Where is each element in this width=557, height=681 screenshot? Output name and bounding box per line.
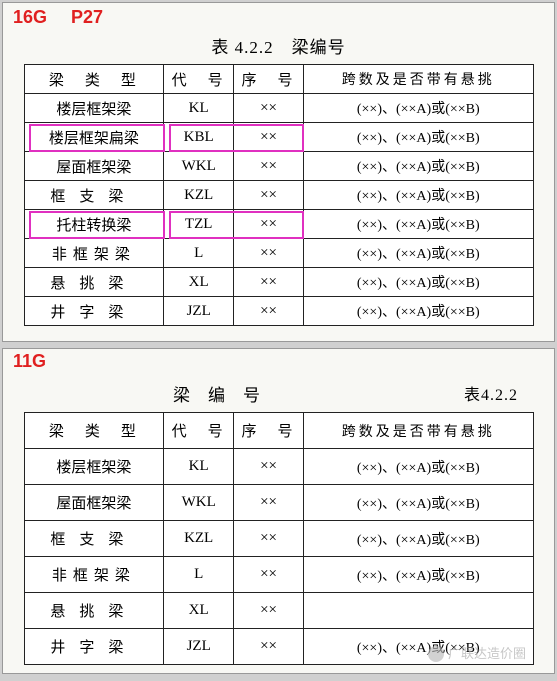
cell-code: XL — [164, 593, 234, 629]
cell-code: KZL — [164, 181, 234, 210]
cell-code: TZL — [164, 210, 234, 239]
cell-code: WKL — [164, 485, 234, 521]
cell-type: 井字梁 — [24, 297, 164, 326]
table-row: 非框架梁L××(××)、(××A)或(××B) — [24, 239, 533, 268]
cell-type: 非框架梁 — [24, 239, 164, 268]
cell-code: L — [164, 557, 234, 593]
table-row: 楼层框架扁梁KBL××(××)、(××A)或(××B) — [24, 123, 533, 152]
table-row: 框支梁KZL××(××)、(××A)或(××B) — [24, 181, 533, 210]
cell-seq: ×× — [234, 152, 304, 181]
cell-type: 楼层框架梁 — [24, 94, 164, 123]
th-code: 代 号 — [164, 65, 234, 94]
cell-code: JZL — [164, 297, 234, 326]
table-row: 悬挑梁XL×× — [24, 593, 533, 629]
cell-note: (××)、(××A)或(××B) — [304, 181, 533, 210]
cell-seq: ×× — [234, 593, 304, 629]
cell-seq: ×× — [234, 521, 304, 557]
cell-code: WKL — [164, 152, 234, 181]
cell-seq: ×× — [234, 123, 304, 152]
cell-seq: ×× — [234, 239, 304, 268]
table-row: 托柱转换梁TZL××(××)、(××A)或(××B) — [24, 210, 533, 239]
card-16g: 16G P27 表 4.2.2 梁编号 梁 类 型 代 号 序 号 跨数及是否带… — [2, 2, 555, 342]
table-row: 屋面框架梁WKL××(××)、(××A)或(××B) — [24, 152, 533, 181]
cell-code: KZL — [164, 521, 234, 557]
cell-seq: ×× — [234, 210, 304, 239]
th-code: 代 号 — [164, 413, 234, 449]
cell-code: XL — [164, 268, 234, 297]
cell-seq: ×× — [234, 181, 304, 210]
cell-note: (××)、(××A)或(××B) — [304, 94, 533, 123]
th-type: 梁 类 型 — [24, 413, 164, 449]
th-seq: 序 号 — [234, 65, 304, 94]
cell-seq: ×× — [234, 449, 304, 485]
cell-code: JZL — [164, 629, 234, 665]
cell-type: 楼层框架扁梁 — [24, 123, 164, 152]
cell-type: 屋面框架梁 — [24, 485, 164, 521]
table-row: 楼层框架梁KL××(××)、(××A)或(××B) — [24, 449, 533, 485]
cell-note: (××)、(××A)或(××B) — [304, 152, 533, 181]
label-16g: 16G — [13, 7, 47, 28]
label-p27: P27 — [71, 7, 103, 28]
cell-type: 悬挑梁 — [24, 268, 164, 297]
watermark-text: 广联达造价圈 — [448, 646, 526, 661]
cell-seq: ×× — [234, 485, 304, 521]
cell-note: (××)、(××A)或(××B) — [304, 449, 533, 485]
beam-table-16g: 梁 类 型 代 号 序 号 跨数及是否带有悬挑 楼层框架梁KL××(××)、(×… — [24, 64, 534, 326]
th-seq: 序 号 — [234, 413, 304, 449]
card-11g: 11G 梁编号 表4.2.2 梁 类 型 代 号 序 号 跨数及是否带有悬挑 楼… — [2, 348, 555, 674]
cell-type: 托柱转换梁 — [24, 210, 164, 239]
cell-code: KBL — [164, 123, 234, 152]
cell-note: (××)、(××A)或(××B) — [304, 297, 533, 326]
cell-note: (××)、(××A)或(××B) — [304, 268, 533, 297]
cell-seq: ×× — [234, 557, 304, 593]
caption2-text: 梁编号 — [173, 386, 278, 405]
cell-type: 屋面框架梁 — [24, 152, 164, 181]
cell-code: KL — [164, 94, 234, 123]
watermark-logo-icon — [428, 646, 444, 662]
cell-type: 楼层框架梁 — [24, 449, 164, 485]
table-header-row: 梁 类 型 代 号 序 号 跨数及是否带有悬挑 — [24, 65, 533, 94]
cell-type: 非框架梁 — [24, 557, 164, 593]
cell-note: (××)、(××A)或(××B) — [304, 239, 533, 268]
cell-note: (××)、(××A)或(××B) — [304, 123, 533, 152]
beam-table-11g: 梁 类 型 代 号 序 号 跨数及是否带有悬挑 楼层框架梁KL××(××)、(×… — [24, 412, 534, 665]
cell-code: KL — [164, 449, 234, 485]
cell-type: 悬挑梁 — [24, 593, 164, 629]
cell-seq: ×× — [234, 297, 304, 326]
cell-seq: ×× — [234, 94, 304, 123]
cell-type: 框支梁 — [24, 521, 164, 557]
table2-number: 表4.2.2 — [464, 381, 518, 405]
cell-type: 井字梁 — [24, 629, 164, 665]
cell-note — [304, 593, 533, 629]
th-type: 梁 类 型 — [24, 65, 164, 94]
cell-type: 框支梁 — [24, 181, 164, 210]
table-row: 框支梁KZL××(××)、(××A)或(××B) — [24, 521, 533, 557]
th-note: 跨数及是否带有悬挑 — [304, 65, 533, 94]
table-row: 悬挑梁XL××(××)、(××A)或(××B) — [24, 268, 533, 297]
cell-code: L — [164, 239, 234, 268]
table-row: 井字梁JZL××(××)、(××A)或(××B) — [24, 297, 533, 326]
cell-note: (××)、(××A)或(××B) — [304, 557, 533, 593]
watermark: 广联达造价圈 — [428, 643, 526, 663]
table-row: 屋面框架梁WKL××(××)、(××A)或(××B) — [24, 485, 533, 521]
table-header-row: 梁 类 型 代 号 序 号 跨数及是否带有悬挑 — [24, 413, 533, 449]
table-row: 非框架梁L××(××)、(××A)或(××B) — [24, 557, 533, 593]
th-note: 跨数及是否带有悬挑 — [304, 413, 533, 449]
cell-seq: ×× — [234, 268, 304, 297]
cell-seq: ×× — [234, 629, 304, 665]
cell-note: (××)、(××A)或(××B) — [304, 210, 533, 239]
table-row: 楼层框架梁KL××(××)、(××A)或(××B) — [24, 94, 533, 123]
cell-note: (××)、(××A)或(××B) — [304, 521, 533, 557]
cell-note: (××)、(××A)或(××B) — [304, 485, 533, 521]
table2-caption: 梁编号 表4.2.2 — [3, 349, 554, 412]
